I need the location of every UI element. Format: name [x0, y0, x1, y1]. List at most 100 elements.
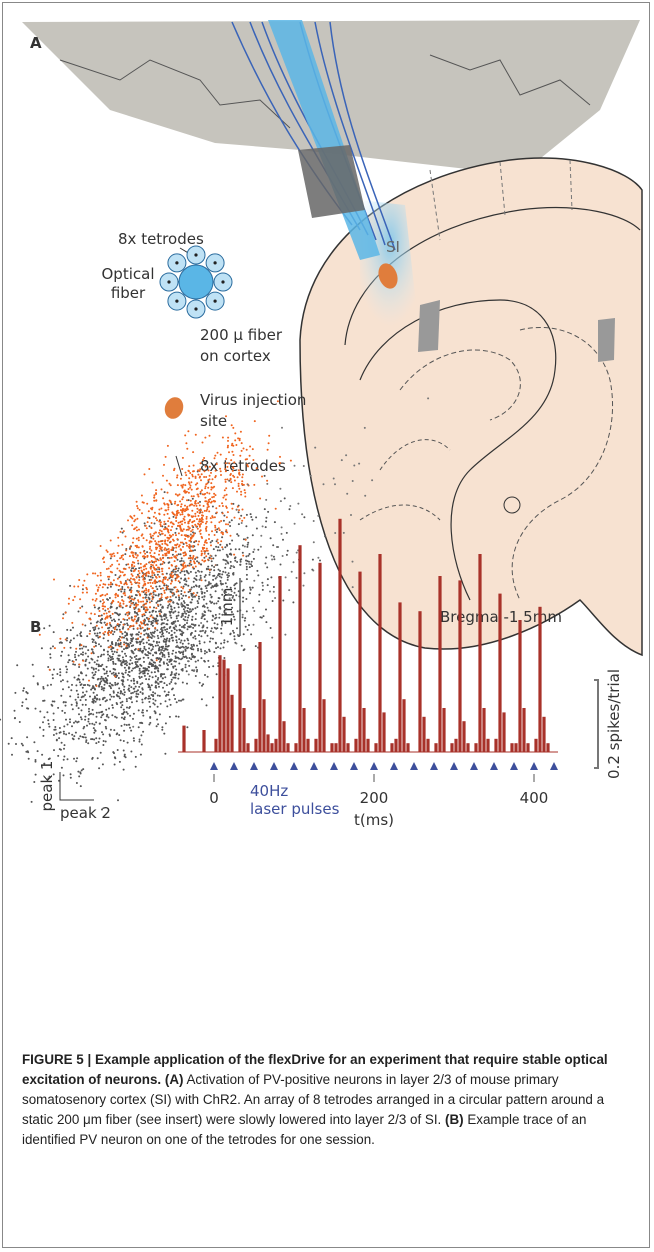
spike-point: [250, 563, 252, 566]
spike-point: [194, 660, 197, 663]
spike-point: [76, 634, 79, 637]
brain-structure: [503, 496, 521, 514]
spike-point: [236, 476, 239, 479]
spike-point: [273, 558, 276, 561]
spike-point: [98, 698, 101, 701]
spike-point: [255, 516, 258, 519]
spike-point: [180, 549, 183, 551]
spike-point: [244, 491, 247, 494]
spike-point: [242, 483, 245, 486]
spike-point: [148, 547, 151, 550]
spike-point: [186, 544, 188, 547]
spike-point: [261, 588, 264, 591]
spike-point: [143, 647, 146, 650]
spike-point: [47, 722, 50, 725]
spike-point: [128, 626, 131, 628]
spike-point: [126, 619, 129, 621]
spike-point: [109, 670, 112, 673]
spike-point: [346, 492, 349, 495]
spike-point: [129, 606, 132, 608]
spike-point: [168, 534, 171, 537]
spike-point: [85, 611, 88, 614]
spike-point: [149, 615, 152, 618]
spike-point: [46, 684, 49, 687]
spike-point: [190, 601, 193, 604]
spike-point: [153, 496, 156, 499]
spike-point: [172, 620, 175, 623]
spike-point: [169, 590, 172, 593]
spike-point: [51, 677, 54, 680]
spike-point: [185, 442, 188, 445]
spike-point: [114, 715, 117, 718]
spike-point: [146, 627, 149, 630]
spike-point: [199, 509, 202, 512]
spike-point: [117, 536, 120, 539]
spike-point: [72, 599, 75, 602]
spike-point: [230, 565, 233, 567]
spike-point: [21, 701, 24, 704]
spike-point: [228, 542, 231, 545]
spike-point: [189, 472, 192, 474]
spike-point: [154, 582, 157, 585]
spike-point: [163, 523, 166, 526]
spike-point: [138, 508, 141, 511]
spike-point: [61, 679, 64, 682]
spike-point: [187, 430, 190, 433]
spike-point: [122, 567, 125, 570]
spike-point: [284, 576, 287, 579]
spike-point: [99, 545, 102, 547]
spike-point: [185, 490, 188, 493]
spike-point: [104, 700, 107, 703]
spike-point: [226, 574, 229, 576]
spike-point: [85, 586, 88, 589]
spike-point: [165, 527, 168, 530]
spike-point: [232, 631, 235, 634]
spike-point: [272, 590, 275, 593]
spike-point: [128, 601, 131, 603]
spike-point: [261, 581, 264, 584]
bar: [322, 699, 326, 752]
spike-point: [86, 724, 88, 727]
spike-point: [229, 534, 232, 537]
spike-point: [175, 651, 177, 654]
spike-point: [241, 616, 244, 619]
spike-point: [182, 560, 185, 563]
spike-point: [208, 582, 211, 585]
spike-point: [220, 540, 223, 543]
spike-point: [99, 704, 102, 706]
spike-point: [145, 527, 148, 530]
spike-point: [187, 642, 190, 645]
spike-point: [191, 608, 194, 611]
spike-point: [239, 430, 242, 433]
spike-point: [186, 499, 188, 502]
spike-point: [198, 597, 200, 600]
spike-point: [152, 645, 155, 648]
tetrode-dot: [175, 261, 179, 265]
legend-icon: [175, 455, 183, 477]
spike-point: [79, 607, 82, 609]
spike-point: [265, 498, 268, 501]
spike-point: [200, 587, 203, 590]
spike-point: [78, 663, 81, 666]
spike-point: [11, 753, 13, 756]
spike-point: [220, 520, 223, 522]
spike-point: [243, 516, 246, 519]
spike-point: [118, 637, 120, 640]
spike-point: [211, 530, 213, 533]
spike-point: [164, 552, 167, 555]
spike-point: [229, 586, 232, 589]
spike-point: [240, 522, 243, 524]
spike-point: [270, 554, 273, 557]
spike-point: [214, 554, 217, 557]
spike-point: [247, 483, 249, 486]
spike-point: [148, 620, 150, 623]
spike-point: [112, 690, 115, 693]
spike-point: [264, 562, 267, 565]
spike-point: [59, 637, 62, 640]
spike-point: [168, 517, 171, 520]
spike-point: [164, 676, 167, 679]
spike-point: [208, 666, 211, 668]
spike-point: [148, 675, 151, 678]
spike-point: [183, 623, 186, 626]
spike-point: [91, 708, 94, 711]
